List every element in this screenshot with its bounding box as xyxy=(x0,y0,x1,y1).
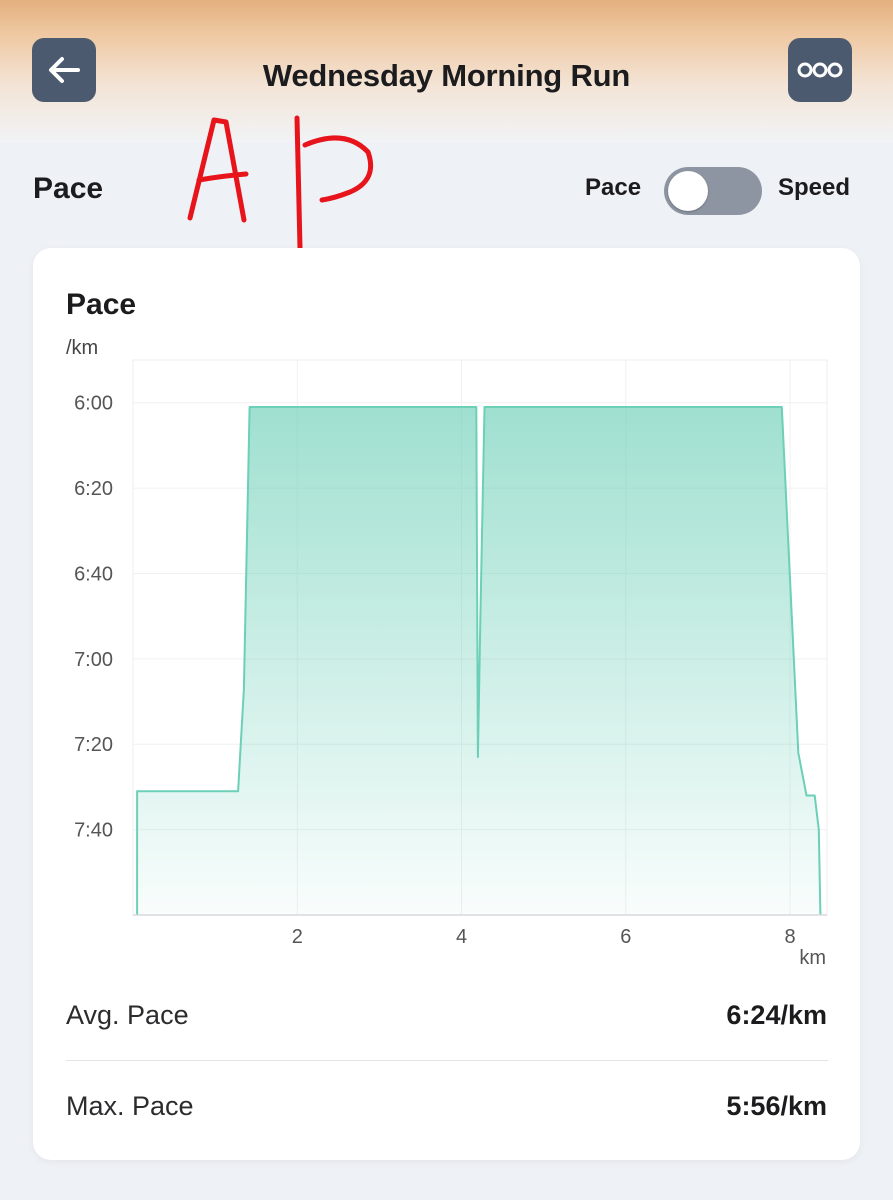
back-button[interactable] xyxy=(32,38,96,102)
max-pace-value: 5:56/km xyxy=(726,1091,827,1121)
x-tick-label: 2 xyxy=(292,926,303,948)
card-title: Pace xyxy=(66,288,137,321)
y-tick-label: 6:40 xyxy=(74,563,113,585)
stats-divider xyxy=(66,1060,828,1061)
x-tick-label: 6 xyxy=(620,926,631,948)
pace-card: Pace /km 6:00 6:20 6:40 7:00 7:20 7:40 2 4 6 8 km… xyxy=(33,248,860,1160)
pace-chart: 6:00 6:20 6:40 7:00 7:20 7:40 2 4 6 8 km xyxy=(74,359,828,969)
y-tick-label: 7:40 xyxy=(74,820,113,842)
toggle-pace-label: Pace xyxy=(585,174,642,201)
section-title: Pace xyxy=(33,172,104,205)
y-tick-label: 6:20 xyxy=(74,478,113,500)
y-tick-label: 6:00 xyxy=(74,393,113,415)
more-options-button[interactable] xyxy=(788,38,852,102)
y-tick-label: 7:20 xyxy=(74,734,113,756)
header: Wednesday Morning Run xyxy=(0,0,893,142)
pace-series-line xyxy=(136,406,822,916)
pace-area-fill xyxy=(137,407,821,915)
y-axis-unit: /km xyxy=(66,337,99,359)
x-tick-label: 4 xyxy=(456,926,467,948)
avg-pace-value: 6:24/km xyxy=(726,1000,827,1030)
max-pace-label: Max. Pace xyxy=(66,1091,194,1121)
toggle-knob xyxy=(668,171,708,211)
x-tick-label: 8 xyxy=(784,926,795,948)
toggle-speed-label: Speed xyxy=(778,174,851,201)
page-title: Wednesday Morning Run xyxy=(262,58,631,93)
x-axis-unit: km xyxy=(799,947,826,969)
avg-pace-label: Avg. Pace xyxy=(66,1000,189,1030)
y-tick-label: 7:00 xyxy=(74,649,113,671)
arrow-left-icon xyxy=(49,57,80,83)
more-options-icon xyxy=(797,62,843,78)
pace-speed-toggle[interactable] xyxy=(664,167,762,215)
